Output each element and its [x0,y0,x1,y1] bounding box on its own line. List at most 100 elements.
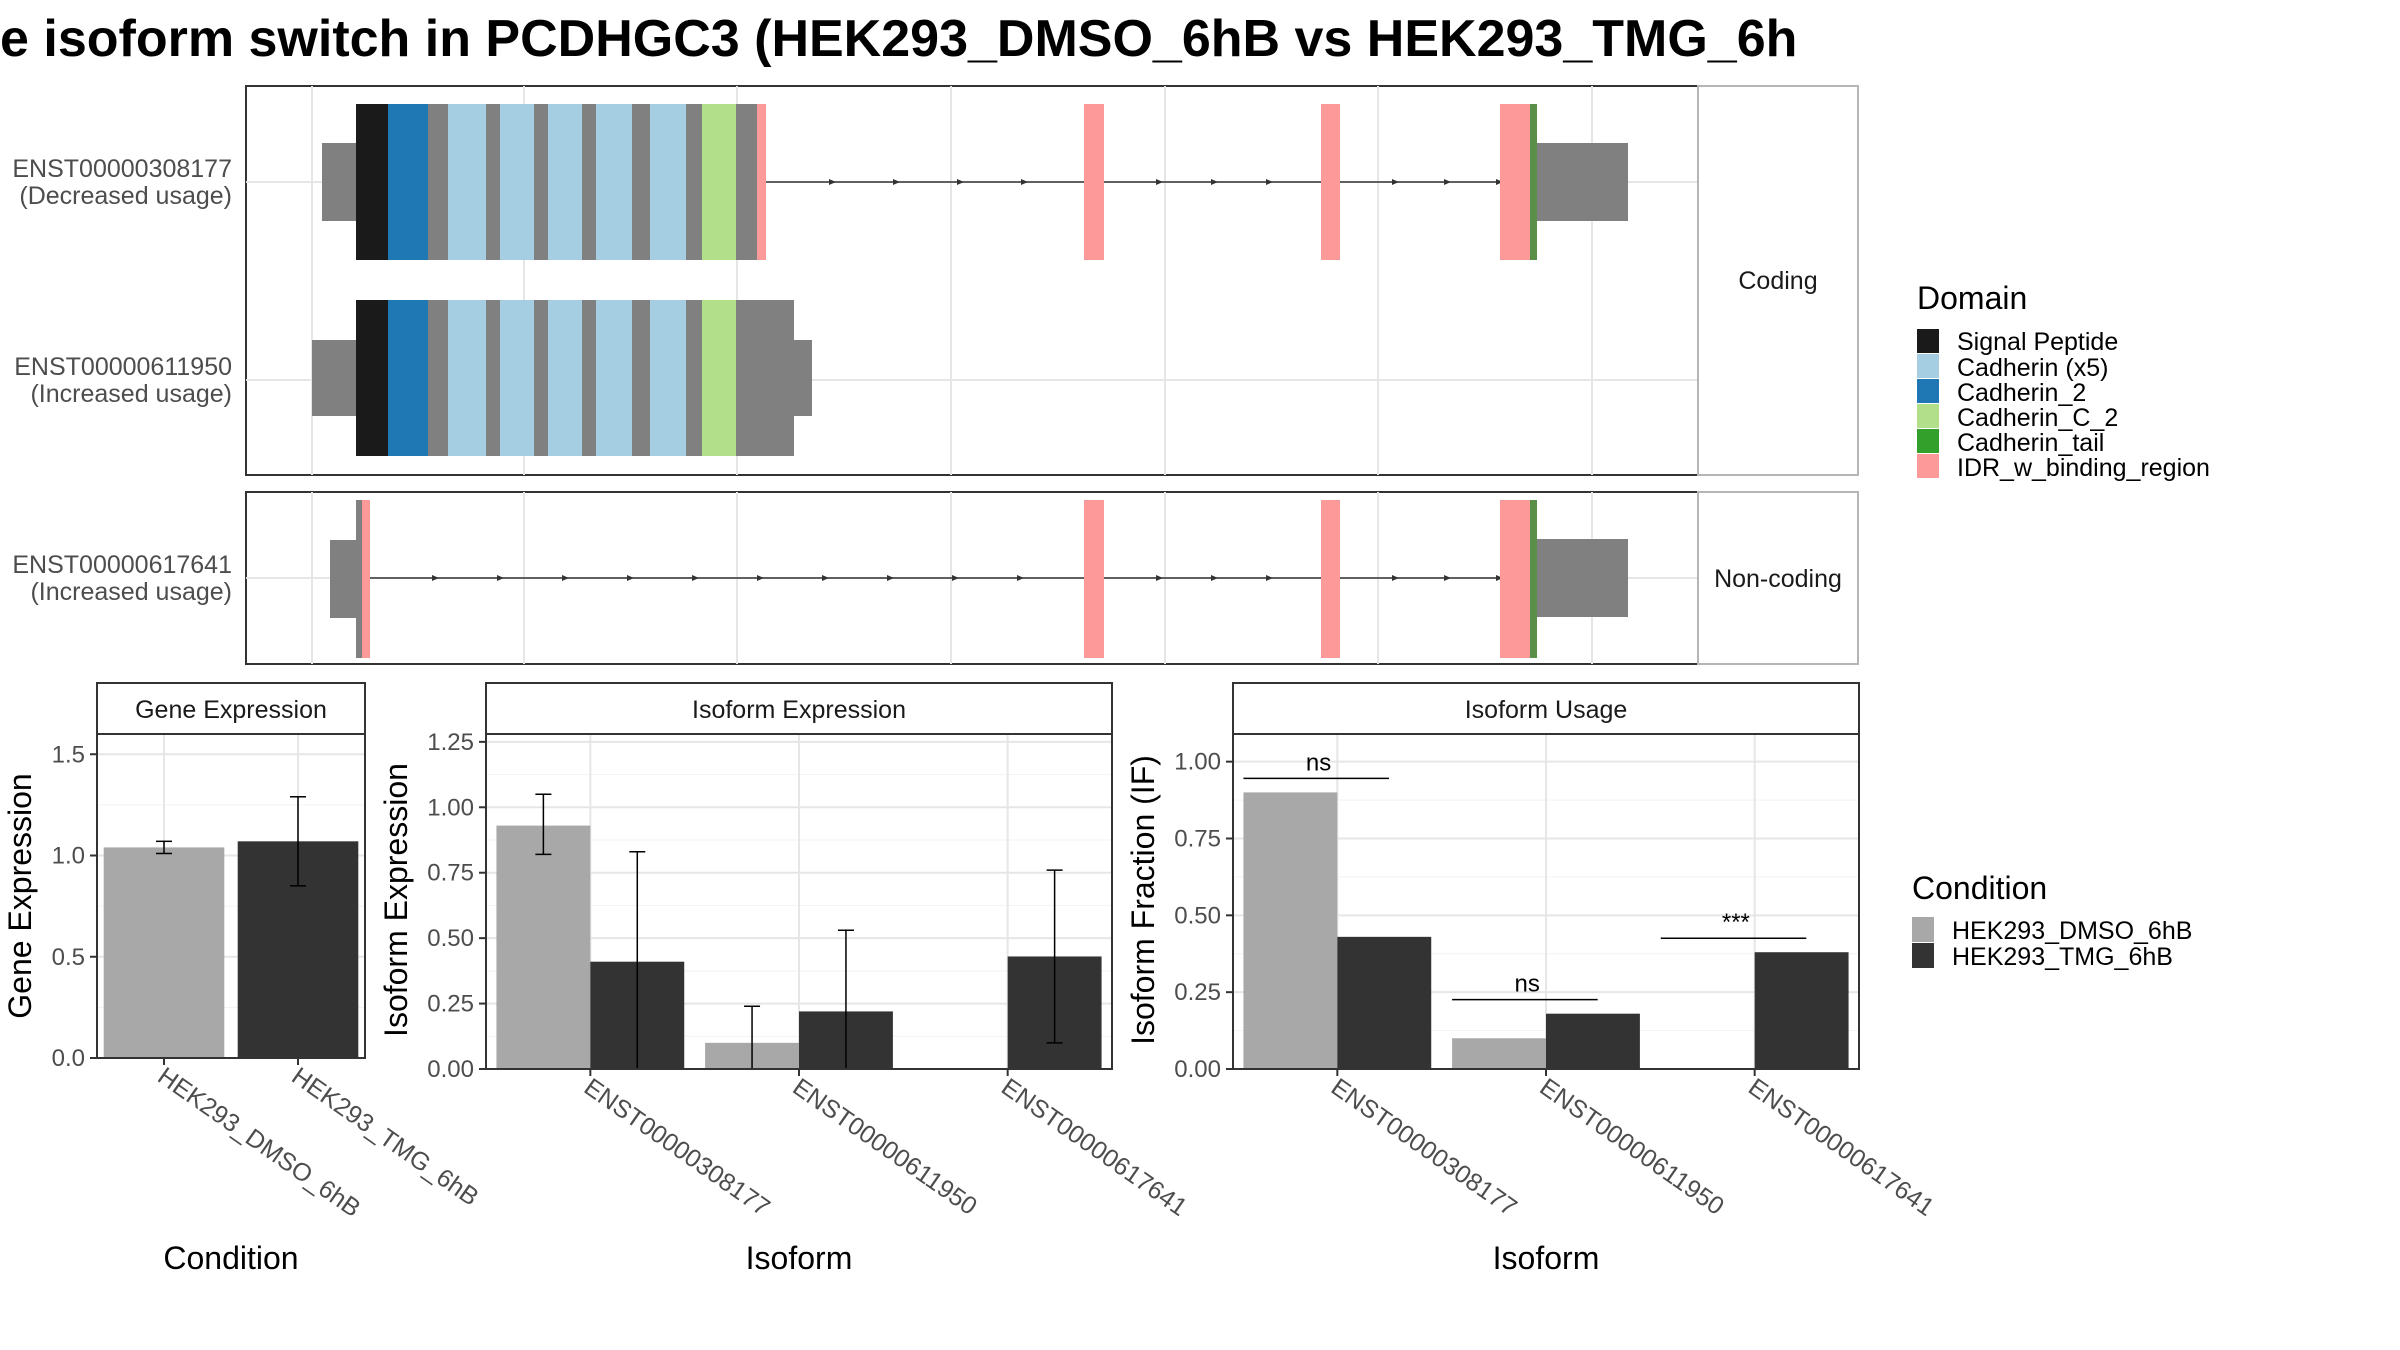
bar [1546,1013,1640,1069]
bars [496,793,1102,1070]
domain-idr [757,104,766,260]
x-axis-title: Condition [163,1240,298,1276]
transcript-ENST00000308177-model [322,104,1628,260]
domain-signal-peptide [356,300,388,456]
y-tick-label: 0.75 [1174,825,1221,852]
coding-strip [1697,85,1859,476]
y-tick-label: 0.00 [1174,1056,1221,1083]
domain-signal-peptide [356,104,388,260]
legend-key [1912,917,1934,942]
isoform-usage-panel: Isoform Usage ns ns *** 0.00 0.25 0.50 0.75 1.… [1125,682,1939,1276]
bar [103,847,225,1058]
domain-cadherin [500,300,534,456]
bar [1243,792,1338,1069]
domain-cadherin [548,300,582,456]
domain-cadherin [548,104,582,260]
bar [1754,952,1849,1069]
domain-cadherin-tail [1530,104,1537,260]
domain-idr-exon [1084,104,1104,260]
transcript-id-label: ENST00000617641 [12,551,232,579]
y-axis-title: Isoform Expression [378,763,414,1037]
bar [1452,1038,1546,1069]
x-tick-label: ENST00000617641 [1743,1073,1939,1222]
transcript-ENST00000617641-model [330,500,1628,658]
x-tick-label: ENST00000617641 [996,1073,1192,1222]
x-axis-title: Isoform [1493,1240,1600,1276]
legend-label: IDR_w_binding_region [1957,454,2210,482]
legend-label: Cadherin_C_2 [1957,404,2118,432]
figure-title: e isoform switch in PCDHGC3 (HEK293_DMSO… [0,10,1797,68]
domain-idr-exon [1321,104,1340,260]
utr-3prime [794,340,812,416]
y-tick-label: 0.75 [427,860,474,887]
condition-legend: Condition HEK293_DMSO_6hB HEK293_TMG_6hB [1912,870,2192,971]
domain-cadherin [448,300,486,456]
y-tick-label: 0.50 [1174,902,1221,929]
first-exon-core [356,500,364,658]
utr-5prime [312,340,356,416]
domain-idr-last-exon [1500,104,1532,260]
legend-key [1917,429,1939,453]
domain-legend-title: Domain [1917,280,2027,316]
transcript-usage-label: (Increased usage) [30,578,232,606]
legend-key [1912,943,1934,968]
y-tick-label: 0.5 [52,944,85,971]
condition-legend-title: Condition [1912,870,2047,906]
legend-key [1917,379,1939,403]
bar [496,825,591,1069]
y-tick-label: 1.00 [427,794,474,821]
domain-cadherin [650,300,686,456]
transcript-labels: ENST00000308177 (Decreased usage) ENST00… [12,155,232,606]
noncoding-strip-label: Non-coding [1714,565,1842,593]
y-tick-label: 0.25 [427,991,474,1018]
domain-idr-exon [1321,500,1340,658]
domain-idr-last-exon [1500,500,1532,658]
bar [1337,936,1432,1069]
panel-title: Isoform Expression [692,696,906,724]
y-tick-label: 0.50 [427,925,474,952]
panel-title: Isoform Usage [1465,696,1628,724]
y-tick-label: 0.25 [1174,979,1221,1006]
domain-cadherin [448,104,486,260]
domain-cadherin [650,104,686,260]
first-exon-utr [330,540,356,618]
y-tick-label: 1.0 [52,843,85,870]
y-tick-label: 1.25 [427,729,474,756]
transcript-usage-label: (Decreased usage) [19,182,232,210]
legend-label: Cadherin_2 [1957,379,2086,407]
utr-3prime [1537,143,1628,221]
panel-strip [1232,682,1860,735]
panel-strip [96,682,366,735]
y-tick-label: 0.0 [52,1045,85,1072]
transcript-structure-panel: Coding [12,85,1859,665]
transcript-id-label: ENST00000308177 [12,155,232,183]
y-axis-title: Gene Expression [2,773,38,1018]
x-tick-label: ENST00000611950 [1535,1073,1729,1221]
panel-title: Gene Expression [135,696,327,724]
y-tick-label: 1.00 [1174,749,1221,776]
utr-5prime [322,143,356,221]
y-tick-label: 1.5 [52,741,85,768]
y-axis-title: Isoform Fraction (IF) [1125,755,1161,1045]
domain-cadherin-2 [388,300,428,456]
legend-key [1917,454,1939,478]
legend-key [1917,404,1939,428]
x-tick-label: ENST00000308177 [579,1073,775,1222]
domain-cadherin-2 [388,104,428,260]
coding-strip-label: Coding [1738,267,1817,295]
legend-label: Signal Peptide [1957,328,2118,356]
transcript-usage-label: (Increased usage) [30,380,232,408]
plot-frame [96,733,366,1059]
noncoding-strip [1697,491,1859,665]
significance-label: *** [1722,909,1750,936]
legend-label: HEK293_DMSO_6hB [1952,917,2192,945]
domain-legend: Domain Signal Peptide Cadherin (x5) Cadh… [1917,280,2210,482]
intron-arrows [432,575,1503,581]
y-tick-label: 0.00 [427,1056,474,1083]
domain-idr-exon [1084,500,1104,658]
x-axis-title: Isoform [746,1240,853,1276]
legend-label: HEK293_TMG_6hB [1952,943,2173,971]
x-tick-label: ENST00000611950 [788,1073,982,1221]
domain-cadherin-c-2 [702,104,736,260]
